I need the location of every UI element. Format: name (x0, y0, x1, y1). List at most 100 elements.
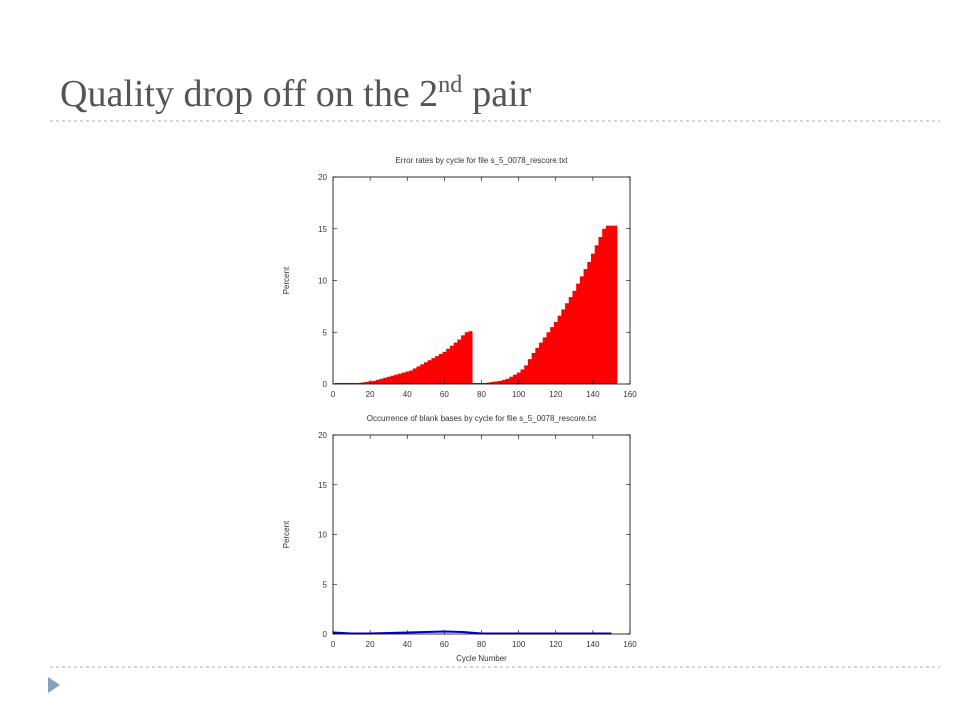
bar (334, 382, 339, 384)
title-end: pair (472, 73, 531, 115)
x-tick-label: 160 (623, 390, 637, 399)
bar (468, 331, 473, 384)
bar (338, 382, 343, 384)
bar (553, 321, 558, 384)
bar (427, 360, 432, 384)
bar (342, 382, 347, 384)
bar (483, 382, 488, 384)
x-tick-label: 100 (512, 390, 526, 399)
bar (349, 382, 354, 384)
x-tick-label: 60 (440, 390, 449, 399)
bar (583, 269, 588, 384)
chart-title: Occurrence of blank bases by cycle for f… (367, 414, 597, 423)
bar (520, 369, 525, 384)
bar (594, 245, 599, 384)
bar (435, 356, 440, 384)
bar (371, 380, 376, 384)
bar (457, 339, 462, 384)
bar (546, 332, 551, 384)
bar (565, 303, 570, 384)
bar (490, 381, 495, 384)
bar (416, 366, 421, 384)
bar (598, 237, 603, 384)
x-tick-label: 60 (440, 640, 449, 649)
bar (397, 373, 402, 384)
bar (390, 375, 395, 384)
bar (609, 225, 614, 384)
bar (383, 377, 388, 384)
bar (579, 276, 584, 384)
line (332, 630, 612, 635)
y-axis-label: Percent (282, 520, 291, 548)
bar (357, 382, 362, 384)
bar (568, 297, 573, 384)
chart-title: Error rates by cycle for file s_5_0078_r… (395, 156, 568, 165)
y-tick-label: 20 (318, 431, 327, 440)
bar (353, 382, 358, 384)
bar (550, 327, 555, 384)
bar (531, 352, 536, 384)
bar (539, 342, 544, 384)
bar (461, 335, 466, 384)
y-tick-label: 10 (318, 531, 327, 540)
x-tick-label: 80 (477, 640, 486, 649)
bar (494, 381, 499, 384)
x-tick-label: 160 (623, 640, 637, 649)
bar (464, 332, 469, 384)
y-axis-label: Percent (282, 266, 291, 294)
bar (409, 370, 414, 384)
bar (405, 371, 410, 384)
bar (535, 347, 540, 384)
bar (498, 380, 503, 384)
bar (394, 374, 399, 384)
bar (602, 228, 607, 384)
y-tick-label: 15 (318, 481, 327, 490)
x-tick-label: 80 (477, 390, 486, 399)
plot-frame (332, 434, 631, 635)
bar (591, 253, 596, 384)
bar (423, 362, 428, 384)
bar (364, 381, 369, 384)
bar (527, 359, 532, 384)
x-tick-label: 20 (366, 390, 375, 399)
y-tick-label: 20 (318, 173, 327, 182)
bar (501, 379, 506, 384)
bar (401, 372, 406, 384)
x-tick-label: 140 (586, 390, 600, 399)
bar (360, 382, 365, 384)
x-tick-label: 20 (366, 640, 375, 649)
bar (576, 283, 581, 384)
title-superscript: nd (438, 72, 462, 98)
x-tick-label: 120 (549, 640, 563, 649)
bar (386, 376, 391, 384)
bar (475, 382, 480, 384)
bar (509, 376, 514, 384)
bar (472, 382, 477, 384)
x-tick-label: 0 (331, 390, 336, 399)
bar (438, 353, 443, 384)
bar (379, 378, 384, 384)
y-tick-label: 5 (323, 580, 328, 589)
bar (587, 261, 592, 384)
title-text: Quality drop off on the 2 (60, 73, 438, 115)
bar (572, 290, 577, 384)
x-tick-label: 40 (403, 640, 412, 649)
bar (487, 382, 492, 384)
bar (449, 345, 454, 384)
bar (516, 372, 521, 384)
bar (561, 309, 566, 384)
bullet (48, 677, 60, 693)
bar (513, 374, 518, 384)
y-tick-label: 0 (323, 380, 328, 389)
y-tick-label: 10 (318, 277, 327, 286)
y-tick-label: 15 (318, 225, 327, 234)
bar (524, 365, 529, 384)
bar (542, 337, 547, 384)
bar (446, 348, 451, 384)
bar (557, 315, 562, 384)
y-tick-label: 0 (323, 630, 328, 639)
x-tick-label: 0 (331, 640, 336, 649)
bar (605, 225, 610, 384)
x-tick-label: 140 (586, 640, 600, 649)
